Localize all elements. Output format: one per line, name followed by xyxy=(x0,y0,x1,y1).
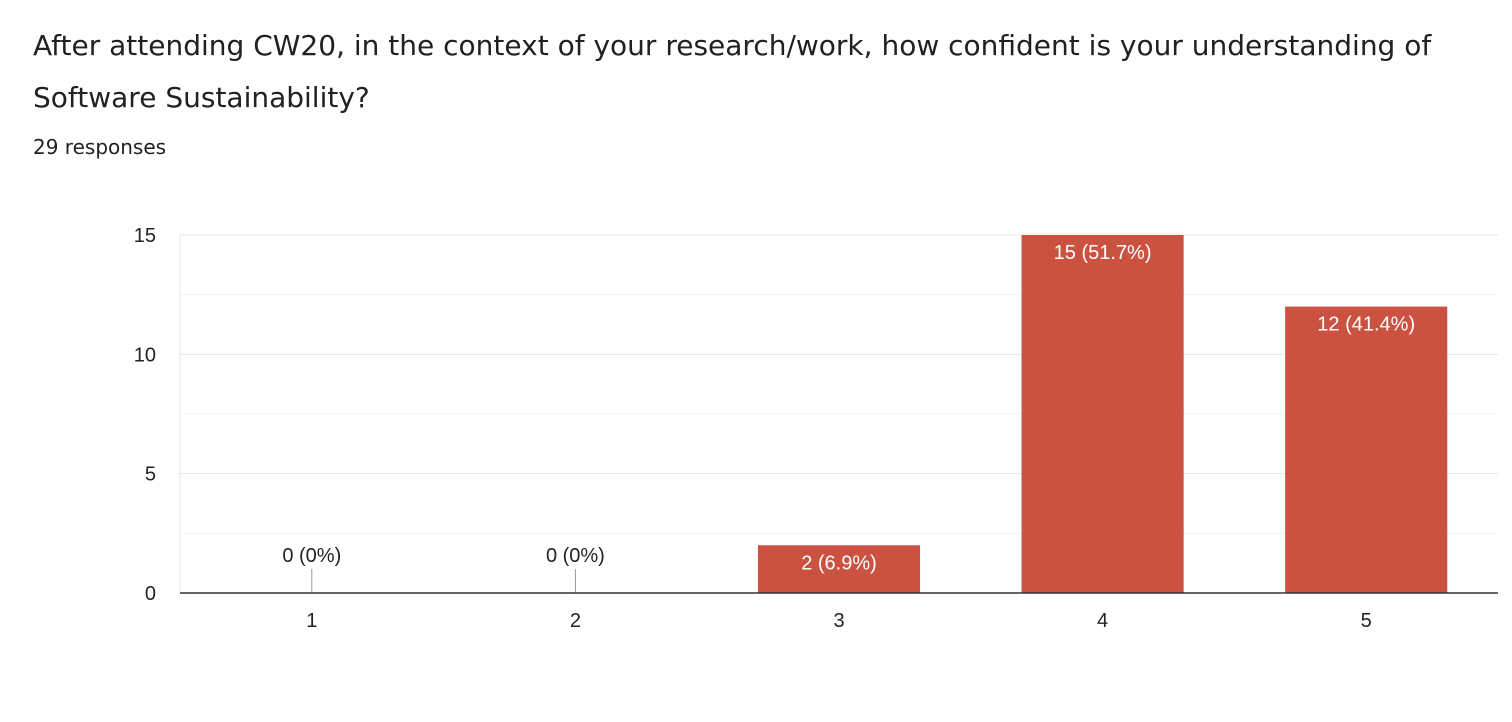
x-tick-label: 2 xyxy=(570,610,581,632)
bar-data-label: 0 (0%) xyxy=(282,545,341,567)
y-tick-label: 0 xyxy=(145,583,156,605)
bar-data-label: 12 (41.4%) xyxy=(1317,314,1415,336)
x-tick-label: 1 xyxy=(306,610,317,632)
bar xyxy=(1021,235,1184,593)
question-title: After attending CW20, in the context of … xyxy=(33,29,1432,114)
x-tick-label: 4 xyxy=(1097,610,1108,632)
bar xyxy=(757,545,921,593)
y-tick-label: 5 xyxy=(145,464,156,486)
x-tick-label: 3 xyxy=(833,610,844,632)
bar-data-label: 2 (6.9%) xyxy=(801,552,877,574)
response-count: 29 responses xyxy=(33,135,167,159)
bar-data-label: 0 (0%) xyxy=(546,545,605,567)
y-tick-label: 15 xyxy=(134,225,156,247)
bar xyxy=(1285,306,1448,593)
y-tick-label: 10 xyxy=(134,344,156,366)
bar-data-label: 15 (51.7%) xyxy=(1054,242,1152,264)
x-tick-label: 5 xyxy=(1361,610,1372,632)
